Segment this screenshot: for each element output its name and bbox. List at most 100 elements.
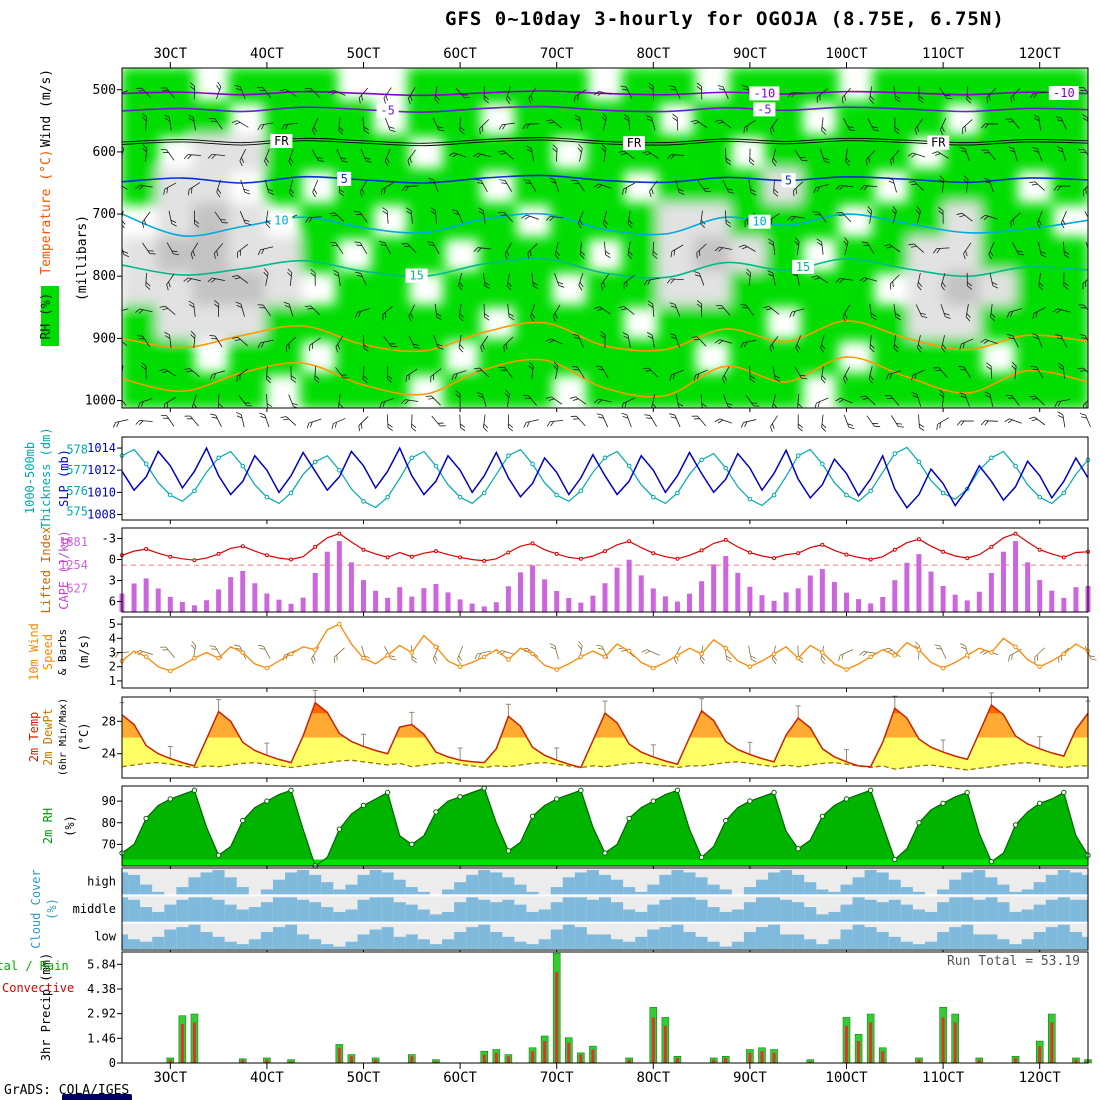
axis-label: Thickness (dm) bbox=[39, 427, 53, 528]
x-axis-label-bottom: 7OCT bbox=[540, 1070, 574, 1086]
axis-label: Temperature (°C) bbox=[39, 149, 54, 274]
y-tick-label: 1.46 bbox=[87, 1031, 116, 1045]
panel-cape-border bbox=[121, 527, 1089, 613]
y-tick-label: 2.92 bbox=[87, 1007, 116, 1021]
x-axis-label-top: 10OCT bbox=[825, 46, 868, 62]
rh-shading bbox=[122, 68, 1088, 408]
precip-bars-convective bbox=[168, 971, 1090, 1063]
x-axis-label-top: 4OCT bbox=[250, 46, 284, 62]
y-tick-label: 800 bbox=[93, 269, 116, 284]
y-tick-label: -3 bbox=[102, 532, 116, 546]
y-tick-label: 5 bbox=[109, 617, 116, 631]
x-axis-label-bottom: 8OCT bbox=[636, 1070, 670, 1086]
y-tick-label: 578 bbox=[66, 442, 88, 456]
y-tick-label: 4.38 bbox=[87, 982, 116, 996]
y-tick-label: 577 bbox=[66, 463, 88, 477]
y-tick-label: 600 bbox=[93, 145, 116, 160]
y-tick-label: 3 bbox=[109, 574, 116, 588]
y-tick-label: 627 bbox=[66, 582, 88, 596]
cloud-cover-rows bbox=[122, 869, 1088, 949]
contour-label: -5 bbox=[380, 104, 394, 118]
axis-label: Convective bbox=[2, 981, 74, 995]
axis-label: SLP (mb) bbox=[57, 449, 71, 507]
y-tick-label: 1012 bbox=[87, 463, 116, 477]
cloud-row-label: high bbox=[87, 875, 116, 889]
contour-label: FR bbox=[627, 136, 642, 150]
y-tick-label: 575 bbox=[66, 505, 88, 519]
y-tick-label: 3 bbox=[109, 646, 116, 660]
x-axis-label-bottom: 9OCT bbox=[733, 1070, 767, 1086]
y-tick-label: 2 bbox=[109, 660, 116, 674]
x-axis-label-top: 8OCT bbox=[636, 46, 670, 62]
x-axis-label-bottom: 11OCT bbox=[922, 1070, 965, 1086]
surface-wind-barbs bbox=[112, 411, 1091, 432]
y-tick-label: 90 bbox=[102, 794, 116, 808]
axis-label: 2m Temp bbox=[27, 712, 41, 763]
contour-label: 15 bbox=[409, 269, 423, 283]
x-axis-label-top: 6OCT bbox=[443, 46, 477, 62]
slp-line bbox=[121, 446, 1089, 510]
rh-label-bg bbox=[41, 286, 59, 346]
y-tick-label: 6 bbox=[109, 595, 116, 609]
y-tick-label: 1 bbox=[109, 674, 116, 688]
panel-wind10m-border bbox=[121, 616, 1089, 689]
y-tick-label: 70 bbox=[102, 837, 116, 851]
x-axis-label-bottom: 6OCT bbox=[443, 1070, 477, 1086]
dewpoint-line bbox=[121, 759, 1088, 771]
y-tick-label: 1010 bbox=[87, 485, 116, 499]
axis-label: Total / Rain bbox=[0, 959, 69, 973]
axis-label: 2m RH bbox=[41, 808, 55, 844]
contour-label: FR bbox=[274, 134, 289, 148]
grads-logo-bar bbox=[62, 1094, 132, 1100]
axis-label: (6hr Min/Max) bbox=[58, 698, 69, 776]
rh-bottom-strip bbox=[122, 859, 1088, 866]
contour-label: -10 bbox=[1053, 86, 1075, 100]
contour-label: -5 bbox=[757, 102, 771, 116]
axis-label: (millibars) bbox=[75, 215, 90, 301]
y-tick-label: 1014 bbox=[87, 441, 116, 455]
page-title: GFS 0~10day 3-hourly for OGOJA (8.75E, 6… bbox=[445, 8, 1005, 30]
cloud-row-label: middle bbox=[73, 902, 116, 916]
contour-label: 5 bbox=[785, 173, 792, 187]
x-axis-label-top: 11OCT bbox=[922, 46, 965, 62]
contour-label: 15 bbox=[796, 260, 810, 274]
x-axis-label-bottom: 12OCT bbox=[1019, 1070, 1062, 1086]
contour-label: 5 bbox=[341, 172, 348, 186]
panel-temp2m-border bbox=[121, 696, 1089, 779]
cloud-row-label: low bbox=[94, 929, 116, 943]
temp-line bbox=[121, 701, 1089, 769]
y-tick-label: 1000 bbox=[85, 394, 116, 409]
y-tick-label: 1008 bbox=[87, 507, 116, 521]
y-tick-label: 80 bbox=[102, 816, 116, 830]
panel-precip-border bbox=[121, 951, 1089, 1064]
contour-labels: -10 -10 -5 -5 FR FR FR 5 5 10 10 15 15 bbox=[270, 85, 1079, 283]
axis-label: (m/s) bbox=[77, 634, 91, 670]
contour-label: FR bbox=[931, 136, 946, 150]
contour-label: -10 bbox=[754, 86, 776, 100]
y-tick-label: 4 bbox=[109, 631, 116, 645]
axis-label: 1000-500mb bbox=[23, 442, 37, 514]
axis-label: 3hr Precip (mm) bbox=[39, 953, 53, 1061]
axis-label: Lifted Index bbox=[39, 527, 53, 614]
x-axis-label-bottom: 4OCT bbox=[250, 1070, 284, 1086]
x-axis-label-top: 3OCT bbox=[153, 46, 187, 62]
x-axis-label-top: 9OCT bbox=[733, 46, 767, 62]
y-tick-label: 28 bbox=[102, 714, 116, 728]
axis-label: RH (%) bbox=[39, 293, 54, 340]
panel-cloud-border bbox=[121, 867, 1089, 951]
run-total-annotation: Run Total = 53.19 bbox=[946, 954, 1080, 969]
y-tick-label: 0 bbox=[109, 553, 116, 567]
axis-label: & Barbs bbox=[56, 629, 69, 675]
axis-label: (%) bbox=[63, 815, 77, 837]
axis-label: Wind (m/s) bbox=[39, 69, 54, 147]
y-tick-label: 1881 bbox=[59, 535, 88, 549]
x-axis-label-bottom: 3OCT bbox=[153, 1070, 187, 1086]
panel-rh2m-border bbox=[121, 785, 1089, 867]
x-axis-label-top: 5OCT bbox=[347, 46, 381, 62]
axis-label: CAPE (J/kg) bbox=[57, 530, 71, 609]
x-axis-label-top: 12OCT bbox=[1019, 46, 1062, 62]
y-tick-label: 700 bbox=[93, 207, 116, 222]
y-tick-label: 500 bbox=[93, 83, 116, 98]
contour-label: 10 bbox=[752, 215, 766, 229]
